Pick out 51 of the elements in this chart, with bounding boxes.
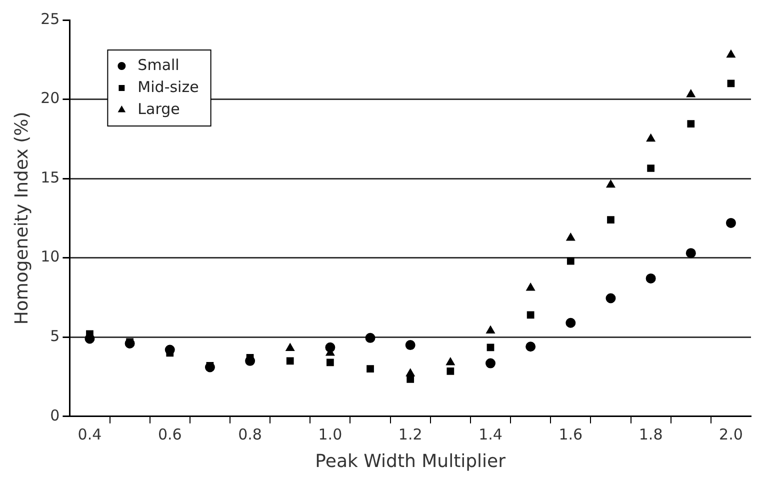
point — [606, 293, 616, 304]
point — [406, 375, 414, 383]
point — [526, 342, 536, 352]
point — [405, 340, 416, 350]
point — [687, 120, 695, 128]
point — [486, 358, 496, 368]
x-tick-label: 1.4 — [478, 425, 502, 444]
point — [607, 216, 614, 224]
point — [686, 90, 696, 98]
x-tick-label: 1.8 — [638, 425, 663, 444]
x-tick-label: 1.2 — [398, 425, 422, 444]
x-tick-label: 0.6 — [158, 425, 182, 444]
point — [286, 357, 294, 365]
y-tick-label: 15 — [40, 168, 60, 186]
point — [526, 282, 535, 291]
x-tick-label: 0.8 — [238, 425, 262, 444]
point — [647, 164, 654, 172]
x-tick-label: 0.4 — [78, 425, 102, 444]
y-tick-label: 20 — [40, 89, 60, 108]
y-tick-label: 5 — [50, 327, 60, 346]
y-axis-title: Homogeneity Index (%) — [11, 112, 32, 325]
legend-label: Large — [138, 100, 180, 118]
x-tick-label: 1.6 — [558, 425, 583, 444]
point — [726, 218, 736, 228]
y-tick-label: 10 — [40, 248, 60, 266]
legend-label: Small — [138, 56, 180, 74]
x-tick-label: 2.0 — [719, 425, 743, 444]
point — [486, 326, 495, 334]
point — [606, 180, 616, 188]
point — [446, 357, 455, 366]
point — [366, 365, 374, 373]
point — [686, 248, 696, 258]
point — [326, 358, 334, 366]
point — [566, 233, 576, 241]
point — [406, 368, 415, 376]
point — [566, 257, 574, 265]
point — [726, 50, 736, 58]
point — [646, 134, 656, 142]
point — [446, 368, 454, 375]
x-tick-label: 1.0 — [318, 425, 342, 444]
point — [526, 311, 534, 319]
point — [486, 344, 494, 352]
y-tick-label: 0 — [50, 406, 60, 424]
x-axis-title: Peak Width Multiplier — [315, 450, 506, 472]
y-tick-label: 25 — [40, 10, 60, 28]
point — [727, 80, 735, 88]
point — [566, 318, 576, 328]
point — [646, 273, 656, 284]
point — [286, 343, 295, 351]
point — [365, 332, 376, 343]
legend-label: Mid-size — [138, 78, 199, 96]
